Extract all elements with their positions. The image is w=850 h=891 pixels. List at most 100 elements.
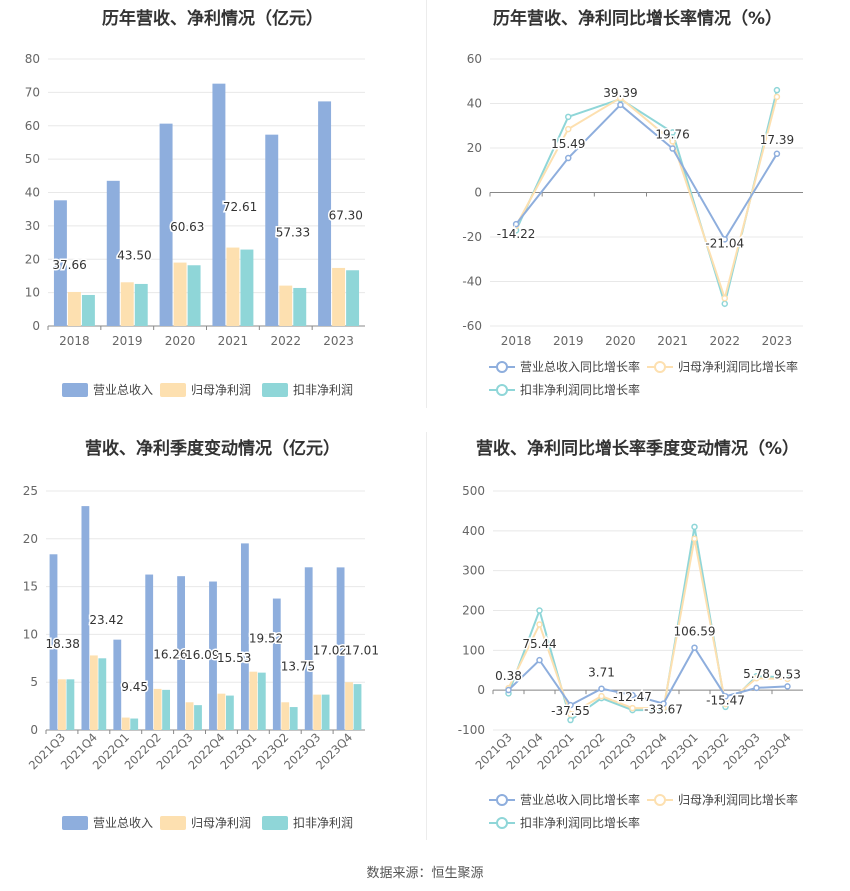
data-point: [691, 535, 698, 543]
bar: [336, 567, 345, 730]
quarterly-bar-chart-panel: 营收、净利季度变动情况（亿元） 0 5 10 15 20 25 2021Q3 2021Q4 20…: [0, 430, 425, 860]
legend-label: 营业总收入同比增长率: [520, 792, 640, 807]
legend-marker: [654, 794, 666, 806]
data-label: 72.61: [223, 200, 257, 214]
x-tick-label: 2022: [709, 334, 740, 348]
data-label: 60.63: [170, 220, 204, 234]
data-point: [773, 93, 781, 101]
series-line: [515, 96, 778, 302]
divider: [426, 432, 427, 840]
bar: [332, 267, 346, 326]
y-tick-label: 20: [23, 532, 38, 546]
y-tick-label: 10: [25, 286, 40, 300]
bar: [177, 576, 186, 730]
legend-swatch: [62, 816, 88, 830]
bar: [345, 682, 353, 730]
annual-bar-chart-panel: 历年营收、净利情况（亿元） 0 10 20 30 40 50 60 70 80 2018 2019 2…: [0, 0, 425, 430]
data-point: [617, 94, 624, 102]
data-label: 18.38: [45, 637, 79, 651]
x-tick-label: 2019: [553, 334, 584, 348]
data-point: [567, 701, 574, 709]
data-label: 15.53: [217, 651, 251, 665]
bar: [106, 180, 120, 326]
series-line: [515, 103, 778, 242]
bar: [134, 283, 148, 326]
data-label: 3.71: [588, 666, 615, 680]
data-point: [721, 300, 728, 307]
data-label: 39.39: [603, 86, 637, 100]
chart-title: 营收、净利同比增长率季度变动情况（%）: [475, 439, 800, 459]
data-label: 19.76: [655, 128, 689, 142]
y-tick-label: -20: [462, 230, 482, 244]
y-tick-label: 500: [462, 484, 485, 498]
legend-label: 营业总收入: [93, 383, 153, 397]
x-tick-label: 2018: [501, 334, 532, 348]
data-point: [598, 692, 605, 700]
y-tick-label: 20: [467, 141, 482, 155]
chart-title: 营收、净利季度变动情况（亿元）: [85, 439, 340, 459]
quarterly-bar-chart: 05101520252021Q32021Q42022Q12022Q22022Q3…: [23, 484, 380, 830]
bar: [281, 702, 290, 730]
bar: [225, 695, 234, 730]
annual-growth-chart-panel: 历年营收、净利同比增长率情况（%） -60 -40 -20 0 20 40 60 2018 20…: [425, 0, 850, 430]
data-point: [565, 125, 572, 133]
legend-marker: [496, 794, 508, 806]
divider: [426, 0, 427, 408]
data-point: [660, 700, 667, 707]
y-tick-label: 200: [462, 604, 485, 618]
data-label: 17.01: [345, 644, 379, 658]
y-tick-label: 50: [25, 152, 40, 166]
data-label: 23.42: [89, 613, 123, 627]
y-tick-label: 70: [25, 85, 40, 99]
legend-label: 扣非净利润同比增长率: [520, 382, 640, 397]
legend-label: 归母净利润同比增长率: [678, 792, 798, 807]
data-label: -12.47: [613, 690, 652, 704]
bar: [240, 543, 249, 730]
bar: [130, 718, 139, 730]
data-label: 19.52: [249, 632, 283, 646]
data-point: [567, 716, 574, 724]
data-point: [669, 145, 676, 152]
series-line: [507, 538, 788, 716]
data-label: 75.44: [522, 637, 556, 651]
y-tick-label: -40: [462, 275, 482, 289]
y-tick-label: 400: [462, 524, 485, 538]
legend-swatch: [262, 816, 288, 830]
bar: [159, 123, 173, 327]
data-label: -37.55: [551, 704, 590, 718]
data-label: -33.67: [644, 703, 683, 717]
data-point: [784, 683, 791, 690]
data-point: [721, 236, 728, 243]
data-label: 37.66: [52, 258, 86, 272]
bar: [217, 693, 226, 730]
legend-label: 归母净利润: [191, 383, 251, 397]
data-point: [753, 684, 760, 692]
data-point: [753, 674, 760, 682]
y-tick-label: 25: [23, 484, 38, 498]
y-tick-label: 0: [474, 186, 482, 200]
legend-marker: [496, 817, 508, 829]
legend-marker: [496, 384, 508, 396]
data-label: 9.53: [774, 667, 801, 681]
bar: [162, 689, 171, 730]
y-tick-label: -100: [458, 723, 485, 737]
data-label: -15.47: [706, 693, 745, 707]
x-tick-label: 2023: [762, 334, 793, 348]
data-label: 57.33: [276, 225, 310, 239]
y-tick-label: 0: [477, 683, 485, 697]
x-tick-label: 2021: [218, 334, 249, 348]
legend-swatch: [62, 383, 88, 397]
data-label: -21.04: [705, 236, 744, 250]
series-line: [507, 645, 788, 707]
legend-swatch: [262, 383, 288, 397]
bar: [66, 679, 75, 730]
data-point: [565, 154, 572, 162]
annual-bar-chart: 0 10 20 30 40 50 60 70 80 2018 2019 2020 2021 2022 202…: [25, 52, 365, 397]
y-tick-label: 15: [23, 580, 38, 594]
data-point: [784, 675, 791, 683]
data-point: [598, 685, 605, 692]
bar: [318, 101, 332, 326]
bar: [272, 598, 281, 730]
legend-label: 营业总收入同比增长率: [520, 359, 640, 374]
y-tick-label: -60: [462, 319, 482, 333]
